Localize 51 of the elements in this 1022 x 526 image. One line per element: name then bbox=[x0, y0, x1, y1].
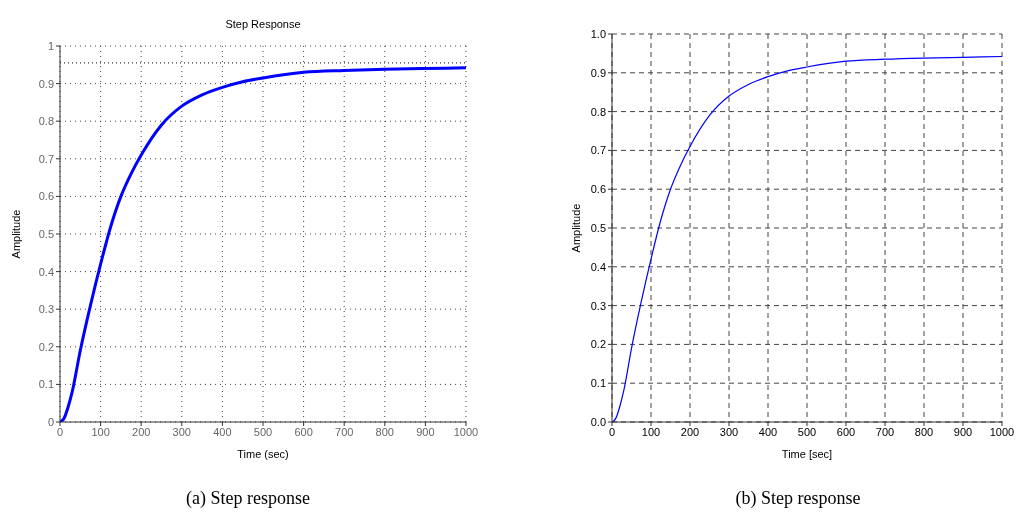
x-tick-label: 500 bbox=[797, 425, 817, 438]
text: (b) Step response bbox=[734, 488, 862, 509]
y-tick-label: 0.7 bbox=[38, 152, 54, 165]
y-tick-label: 0.4 bbox=[38, 265, 54, 278]
x-tick-label: 100 bbox=[641, 425, 661, 438]
y-tick-label: 0.4 bbox=[590, 260, 606, 273]
y-tick-label: 0.6 bbox=[38, 190, 54, 203]
y-tick-label: 0.3 bbox=[38, 303, 54, 316]
x-tick-label: 0 bbox=[608, 425, 616, 438]
y-tick-label: 0.9 bbox=[590, 66, 606, 79]
x-tick-label: 600 bbox=[294, 425, 313, 438]
x-tick-label: 1000 bbox=[453, 425, 479, 438]
x-tick-label: 800 bbox=[375, 425, 394, 438]
y-tick-label: 0.8 bbox=[38, 115, 54, 128]
x-axis-title: Time [sec] bbox=[781, 448, 833, 460]
chart-title: Step Response bbox=[224, 18, 302, 30]
x-tick-label: 200 bbox=[132, 425, 151, 438]
x-tick-label: 900 bbox=[416, 425, 435, 438]
x-tick-label: 500 bbox=[253, 425, 273, 438]
y-tick-label: 0.7 bbox=[590, 144, 606, 157]
y-tick-label: 0.0 bbox=[590, 415, 606, 428]
y-axis-title: Amplitude bbox=[9, 209, 22, 259]
y-tick-label: 0.1 bbox=[38, 378, 54, 391]
x-tick-label: 800 bbox=[914, 425, 934, 438]
y-tick-label: 0.3 bbox=[590, 299, 606, 312]
y-tick-label: 0.1 bbox=[590, 377, 606, 390]
x-tick-label: 0 bbox=[56, 425, 64, 438]
x-tick-label: 300 bbox=[172, 425, 191, 438]
x-tick-label: 600 bbox=[836, 425, 856, 438]
y-tick-label: 0 bbox=[47, 415, 54, 428]
text: (a) Step response bbox=[185, 488, 311, 509]
y-tick-label: 0.2 bbox=[38, 340, 54, 353]
x-axis-title: Time (sec) bbox=[237, 448, 289, 460]
x-tick-label: 300 bbox=[719, 425, 739, 438]
x-tick-label: 900 bbox=[953, 425, 973, 438]
x-tick-label: 400 bbox=[213, 425, 232, 438]
y-tick-label: 0.2 bbox=[590, 338, 606, 351]
y-tick-label: 0.9 bbox=[38, 77, 54, 90]
y-tick-label: 0.5 bbox=[38, 227, 54, 240]
y-tick-label: 1 bbox=[47, 39, 54, 52]
y-tick-label: 0.6 bbox=[590, 183, 606, 196]
x-tick-label: 700 bbox=[335, 425, 354, 438]
y-axis-title: Amplitude bbox=[569, 203, 582, 253]
x-tick-label: 200 bbox=[680, 425, 700, 438]
x-tick-label: 400 bbox=[758, 425, 778, 438]
y-tick-label: 0.8 bbox=[590, 105, 606, 118]
x-tick-label: 100 bbox=[91, 425, 110, 438]
y-tick-label: 1.0 bbox=[590, 27, 606, 40]
x-tick-label: 700 bbox=[875, 425, 895, 438]
y-tick-label: 0.5 bbox=[590, 221, 606, 234]
x-tick-label: 1000 bbox=[989, 425, 1015, 438]
